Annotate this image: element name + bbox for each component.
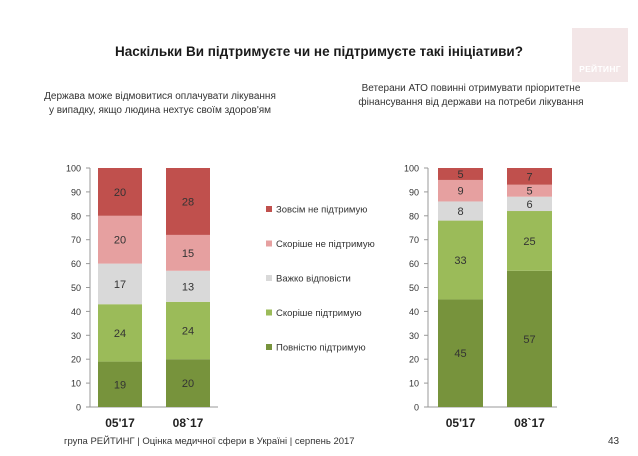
- bar-data-label: 7: [526, 171, 532, 183]
- y-tick-label: 80: [409, 211, 419, 221]
- y-tick-label: 100: [66, 164, 81, 174]
- bar-segment: [98, 215, 142, 264]
- bar-data-label: 25: [523, 236, 535, 248]
- y-tick-label: 20: [71, 355, 81, 365]
- y-tick-label: 70: [409, 235, 419, 245]
- bar-segment: [438, 220, 483, 300]
- bar-data-label: 19: [114, 379, 126, 391]
- x-category-label: 08`17: [173, 416, 204, 430]
- bar-data-label: 24: [114, 328, 126, 340]
- bar-segment: [438, 179, 483, 202]
- bar-segment: [507, 196, 552, 212]
- bar-data-label: 24: [182, 326, 194, 338]
- bar-segment: [166, 359, 210, 407]
- bar-segment: [438, 168, 483, 180]
- bar-segment: [98, 263, 142, 305]
- bar-data-label: 20: [114, 187, 126, 199]
- legend-swatch: [266, 275, 272, 281]
- bar-data-label: 57: [523, 334, 535, 346]
- bar-data-label: 5: [526, 186, 532, 198]
- legend-entry: Важко відповісти: [276, 274, 351, 285]
- y-tick-label: 20: [409, 355, 419, 365]
- y-tick-label: 30: [71, 331, 81, 341]
- y-tick-label: 40: [71, 307, 81, 317]
- legend-swatch: [266, 206, 272, 212]
- chart-right-title: Ветерани АТО повинні отримувати пріорите…: [358, 83, 584, 108]
- page-title: Наскільки Ви підтримуєте чи не підтримує…: [115, 44, 523, 59]
- chart-left-title: Держава може відмовитися оплачувати ліку…: [44, 91, 276, 116]
- bar-data-label: 9: [457, 186, 463, 198]
- legend-swatch: [266, 309, 272, 316]
- bar-data-label: 17: [114, 279, 126, 291]
- y-tick-label: 10: [409, 379, 419, 389]
- bar-data-label: 33: [454, 255, 466, 267]
- bar-segment: [507, 184, 552, 197]
- bar-segment: [507, 168, 552, 185]
- bar-data-label: 6: [526, 199, 532, 211]
- bar-data-label: 15: [182, 248, 194, 260]
- legend-entry: Скоріше не підтримую: [276, 239, 375, 250]
- footer-source: група РЕЙТИНГ | Оцінка медичної сфери в …: [64, 436, 355, 447]
- bar-segment: [438, 299, 483, 407]
- bar-data-label: 28: [182, 196, 194, 208]
- y-tick-label: 90: [71, 187, 81, 197]
- legend-entry: Повністю підтримую: [276, 343, 366, 354]
- legend-entry: Зовсім не підтримую: [276, 205, 367, 216]
- rating-logo: РЕЙТИНГ: [572, 28, 628, 82]
- y-tick-label: 60: [409, 259, 419, 269]
- bar-segment: [98, 304, 142, 362]
- bar-segment: [98, 361, 142, 407]
- x-category-label: 05'17: [446, 416, 476, 430]
- y-tick-label: 90: [409, 187, 419, 197]
- bar-segment: [166, 168, 210, 235]
- bar-data-label: 5: [457, 169, 463, 181]
- legend-entry: Скоріше підтримую: [276, 308, 362, 319]
- y-tick-label: 70: [71, 235, 81, 245]
- bar-data-label: 20: [114, 235, 126, 247]
- y-tick-label: 40: [409, 307, 419, 317]
- page-number: 43: [608, 436, 620, 447]
- bar-segment: [166, 234, 210, 271]
- y-tick-label: 0: [76, 403, 81, 413]
- y-tick-label: 60: [71, 259, 81, 269]
- bar-data-label: 20: [182, 378, 194, 390]
- bar-data-label: 45: [454, 348, 466, 360]
- bar-segment: [507, 270, 552, 407]
- y-tick-label: 0: [414, 403, 419, 413]
- y-tick-label: 30: [409, 331, 419, 341]
- bar-segment: [438, 201, 483, 221]
- logo-text: РЕЙТИНГ: [579, 64, 621, 74]
- bar-segment: [166, 301, 210, 360]
- bar-segment: [98, 168, 142, 216]
- y-tick-label: 50: [409, 283, 419, 293]
- x-category-label: 08`17: [514, 416, 545, 430]
- x-category-label: 05'17: [105, 416, 135, 430]
- y-tick-label: 10: [71, 379, 81, 389]
- legend-swatch: [266, 344, 272, 350]
- bar-segment: [507, 211, 552, 271]
- y-tick-label: 50: [71, 283, 81, 293]
- legend-swatch: [266, 240, 272, 247]
- y-tick-label: 80: [71, 211, 81, 221]
- bar-data-label: 13: [182, 281, 194, 293]
- bar-data-label: 8: [457, 206, 463, 218]
- bar-segment: [166, 270, 210, 302]
- y-tick-label: 100: [404, 164, 419, 174]
